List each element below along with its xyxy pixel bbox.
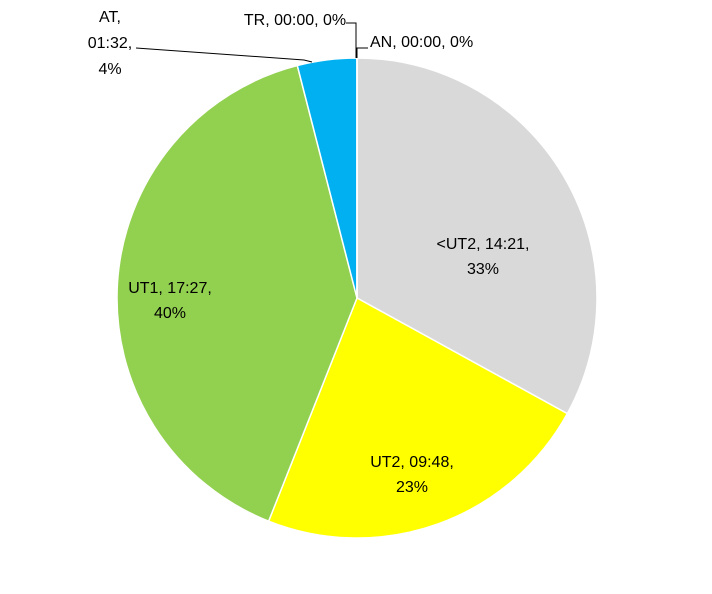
data-label: 40% <box>154 305 186 322</box>
data-label: 01:32, <box>88 35 132 52</box>
leader-line <box>135 47 313 63</box>
data-label: UT1, 17:27, <box>128 280 212 297</box>
pie-slice <box>267 296 569 539</box>
data-label: TR, 00:00, 0% <box>244 12 346 29</box>
data-label: AT, <box>99 9 121 26</box>
data-label: AN, 00:00, 0% <box>370 34 473 51</box>
data-labels: <UT2, 14:21, 33% UT2, 09:48, 23% UT1, 17:27,… <box>88 9 530 496</box>
data-label: 33% <box>467 261 499 278</box>
data-label: 23% <box>396 479 428 496</box>
data-label: UT2, 09:48, <box>370 454 454 471</box>
data-label: 4% <box>98 61 121 78</box>
data-label: <UT2, 14:21, <box>437 236 530 253</box>
leader-line <box>346 22 357 58</box>
pie-slice <box>356 57 598 415</box>
leader-line <box>356 47 368 58</box>
pie <box>116 57 598 539</box>
pie-slice <box>116 64 358 523</box>
